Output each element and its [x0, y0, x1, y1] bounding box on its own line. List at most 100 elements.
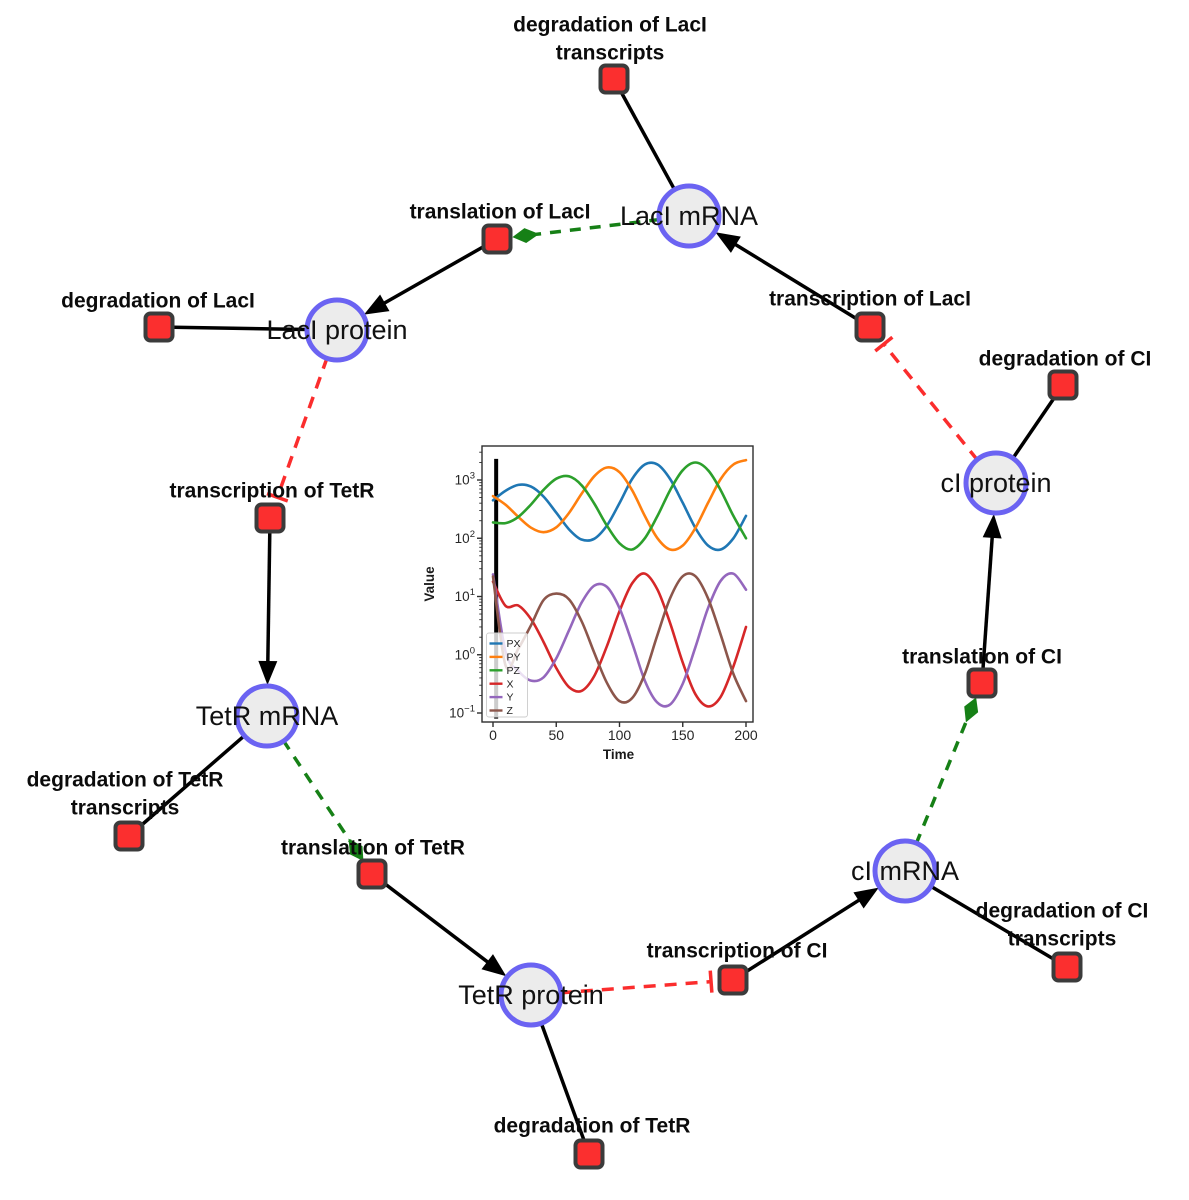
- edge-tetr_protein-txn_ci-dashed-line: [559, 979, 712, 995]
- edge-ci_mrna-deg_ci_tx: [929, 884, 1068, 969]
- reaction-label-transl_tetr: translation of TetR: [281, 837, 465, 860]
- reaction-label-deg_ci_tx-line2: transcripts: [1008, 928, 1117, 951]
- edge-ci_mrna-transl_ci-dashed-line: [914, 718, 969, 845]
- x-tick-label: 100: [608, 727, 632, 743]
- edge-transl_ci-ci_protein-line: [980, 530, 995, 684]
- reaction-node-deg_ci[interactable]: [1047, 369, 1079, 401]
- edge-tetr_protein-deg_tetr-line: [539, 1021, 591, 1155]
- edge-ci_protein-txn_laci-dashed-line: [882, 343, 980, 462]
- edge-tetr_protein-txn_ci: [559, 970, 714, 995]
- edge-tetr_mrna-transl_tetr-kite-arrowhead-icon: [348, 838, 364, 862]
- edge-laci_protein-deg_laci: [158, 325, 309, 332]
- x-tick-label: 200: [734, 727, 758, 743]
- reaction-node-transl_tetr[interactable]: [356, 858, 388, 890]
- edges-layer: [127, 78, 1068, 1155]
- edge-tetr_mrna-deg_tetr_tx: [127, 733, 247, 838]
- reaction-label-deg_ci_tx-line1: degradation of CI: [976, 900, 1149, 923]
- y-tick-label: 101: [455, 587, 475, 604]
- reaction-label-deg_tetr_tx-line1: degradation of TetR: [27, 769, 224, 792]
- edge-transl_tetr-tetr_protein-line: [370, 872, 494, 968]
- series-line-PZ: [491, 461, 748, 551]
- reaction-node-txn_laci[interactable]: [854, 311, 886, 343]
- y-tick-label: 102: [455, 529, 475, 546]
- species-label-tetr_mrna: TetR mRNA: [196, 701, 339, 731]
- y-axis-label: Value: [422, 566, 437, 602]
- x-tick-label: 0: [489, 727, 497, 743]
- species-node-laci_protein[interactable]: [304, 297, 370, 363]
- species-node-ci_mrna[interactable]: [872, 838, 938, 904]
- reaction-label-transl_laci: translation of LacI: [410, 201, 591, 224]
- edge-laci_protein-txn_tetr: [266, 356, 329, 503]
- reaction-node-transl_ci[interactable]: [966, 667, 998, 699]
- series-line-PY: [491, 458, 748, 552]
- edge-laci_mrna-transl_laci-kite-arrowhead-icon: [512, 228, 540, 244]
- reaction-label-deg_ci: degradation of CI: [979, 348, 1152, 371]
- edge-txn_ci-ci_mrna-line: [732, 895, 866, 982]
- edge-laci_mrna-transl_laci-dashed-line: [536, 217, 661, 237]
- edge-txn_ci-ci_mrna-arrowhead-icon: [853, 887, 879, 909]
- reaction-node-deg_tetr[interactable]: [573, 1138, 605, 1170]
- labels-layer: LacI mRNA LacI protein TetR mRNA TetR prote…: [27, 14, 1152, 1138]
- edge-ci_mrna-deg_ci_tx-line: [929, 884, 1068, 969]
- reaction-label-deg_tetr_tx-line2: transcripts: [71, 797, 180, 820]
- edge-transl_ci-ci_protein: [980, 513, 1002, 684]
- edge-ci_mrna-transl_ci-kite-arrowhead-icon: [964, 697, 979, 723]
- edge-tetr_protein-txn_ci-tee-bar-icon: [708, 970, 714, 993]
- edge-ci_protein-txn_laci: [874, 335, 980, 462]
- edge-txn_ci-ci_mrna: [732, 887, 879, 982]
- x-tick-label: 150: [671, 727, 695, 743]
- reaction-label-txn_laci: transcription of LacI: [769, 288, 971, 311]
- species-node-laci_mrna[interactable]: [656, 183, 722, 249]
- legend-label-Z: Z: [507, 705, 514, 717]
- reaction-node-transl_laci[interactable]: [481, 223, 513, 255]
- series-line-Z: [491, 572, 748, 704]
- edge-transl_laci-laci_protein-arrowhead-icon: [363, 294, 390, 315]
- reaction-label-txn_ci: transcription of CI: [647, 940, 828, 963]
- species-label-laci_mrna: LacI mRNA: [620, 201, 758, 231]
- y-tick-label: 10−1: [449, 704, 475, 721]
- edge-tetr_mrna-transl_tetr: [281, 739, 364, 862]
- reaction-node-txn_ci[interactable]: [717, 964, 749, 996]
- edge-laci_protein-txn_tetr-dashed-line: [275, 356, 329, 498]
- reaction-node-deg_laci_tx[interactable]: [598, 63, 630, 95]
- edge-tetr_mrna-transl_tetr-dashed-line: [281, 739, 352, 843]
- plot-frame: [481, 445, 754, 723]
- reaction-label-deg_tetr: degradation of TetR: [494, 1115, 691, 1138]
- reaction-label-txn_tetr: transcription of TetR: [170, 480, 375, 503]
- edge-transl_laci-laci_protein-line: [377, 237, 498, 308]
- reaction-node-deg_ci_tx[interactable]: [1051, 951, 1083, 983]
- species-node-tetr_protein[interactable]: [498, 962, 564, 1028]
- reaction-node-deg_tetr_tx[interactable]: [113, 820, 145, 852]
- species-label-ci_mrna: cI mRNA: [851, 856, 959, 886]
- edge-txn_laci-laci_mrna-arrowhead-icon: [715, 232, 741, 253]
- edge-txn_laci-laci_mrna: [715, 232, 871, 329]
- species-label-laci_protein: LacI protein: [266, 315, 407, 345]
- species-node-tetr_mrna[interactable]: [234, 683, 300, 749]
- species-node-ci_protein[interactable]: [963, 450, 1029, 516]
- edge-laci_mrna-deg_laci_tx-line: [612, 78, 677, 192]
- legend-label-X: X: [507, 678, 514, 690]
- edge-transl_laci-laci_protein: [363, 237, 498, 315]
- legend-label-PX: PX: [507, 638, 521, 650]
- reaction-node-deg_laci[interactable]: [143, 311, 175, 343]
- edge-txn_laci-laci_mrna-line: [729, 239, 871, 329]
- reaction-label-deg_laci: degradation of LacI: [61, 290, 255, 313]
- edge-ci_mrna-transl_ci: [914, 697, 979, 845]
- plot-curves: [491, 458, 748, 719]
- edge-laci_mrna-deg_laci_tx: [612, 78, 677, 192]
- edge-transl_tetr-tetr_protein: [370, 872, 507, 977]
- x-axis: 0 50 100 150 200 Time: [489, 722, 758, 762]
- y-axis: 103 102 101 100 10−1 Value: [422, 451, 482, 721]
- edge-laci_protein-deg_laci-line: [158, 325, 309, 332]
- edge-tetr_mrna-deg_tetr_tx-line: [127, 733, 247, 838]
- y-tick-label: 103: [455, 471, 475, 488]
- nodes-layer: [113, 63, 1083, 1170]
- reaction-node-txn_tetr[interactable]: [254, 502, 286, 534]
- x-axis-label: Time: [603, 747, 635, 762]
- species-label-ci_protein: cI protein: [940, 468, 1051, 498]
- edge-laci_protein-txn_tetr-tee-bar-icon: [266, 491, 289, 503]
- legend-label-Y: Y: [507, 692, 514, 704]
